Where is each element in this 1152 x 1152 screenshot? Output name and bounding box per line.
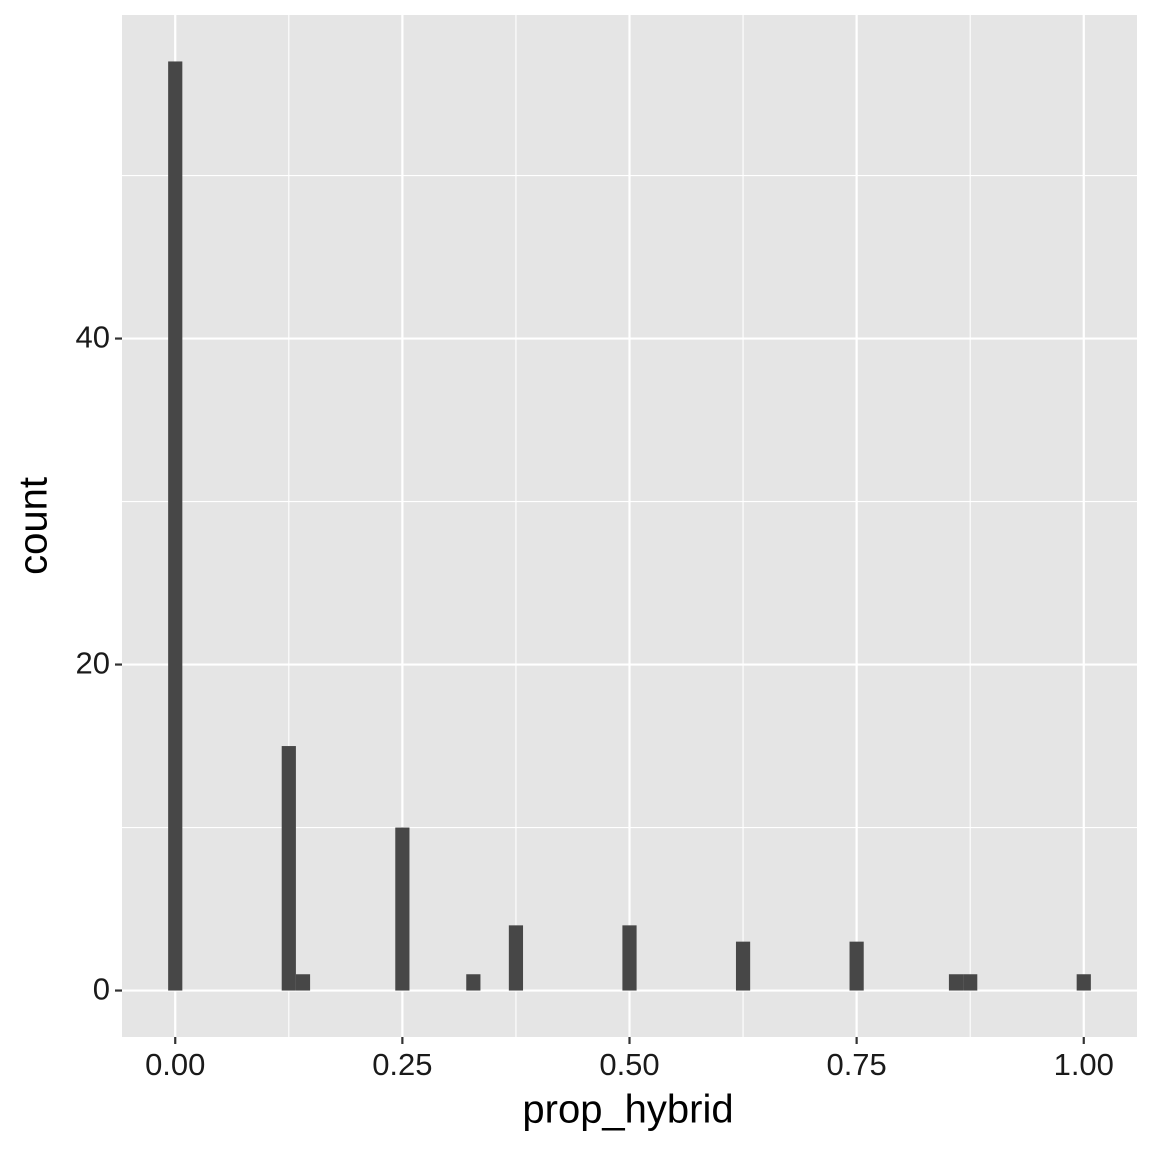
bar [849, 941, 864, 991]
y-tick-label: 20 [76, 646, 110, 681]
bar [168, 61, 183, 991]
bars [168, 61, 1091, 991]
bar [466, 974, 481, 991]
y-axis-title: count [12, 477, 56, 575]
x-tick-label: 1.00 [1054, 1047, 1114, 1082]
x-axis-title: prop_hybrid [522, 1088, 733, 1132]
bar [1076, 974, 1091, 991]
bar [963, 974, 978, 991]
bar [948, 974, 964, 991]
x-tick-label: 0.00 [145, 1047, 205, 1082]
x-tick-label: 0.75 [826, 1047, 886, 1082]
bar [395, 827, 410, 991]
bar [622, 925, 637, 991]
y-tick-label: 40 [76, 320, 110, 355]
bar [281, 746, 296, 991]
bar [295, 974, 311, 991]
bar [508, 925, 524, 991]
x-tick-label: 0.25 [372, 1047, 432, 1082]
bar [735, 941, 751, 991]
x-tick-label: 0.50 [599, 1047, 659, 1082]
y-tick-label: 0 [93, 972, 110, 1007]
